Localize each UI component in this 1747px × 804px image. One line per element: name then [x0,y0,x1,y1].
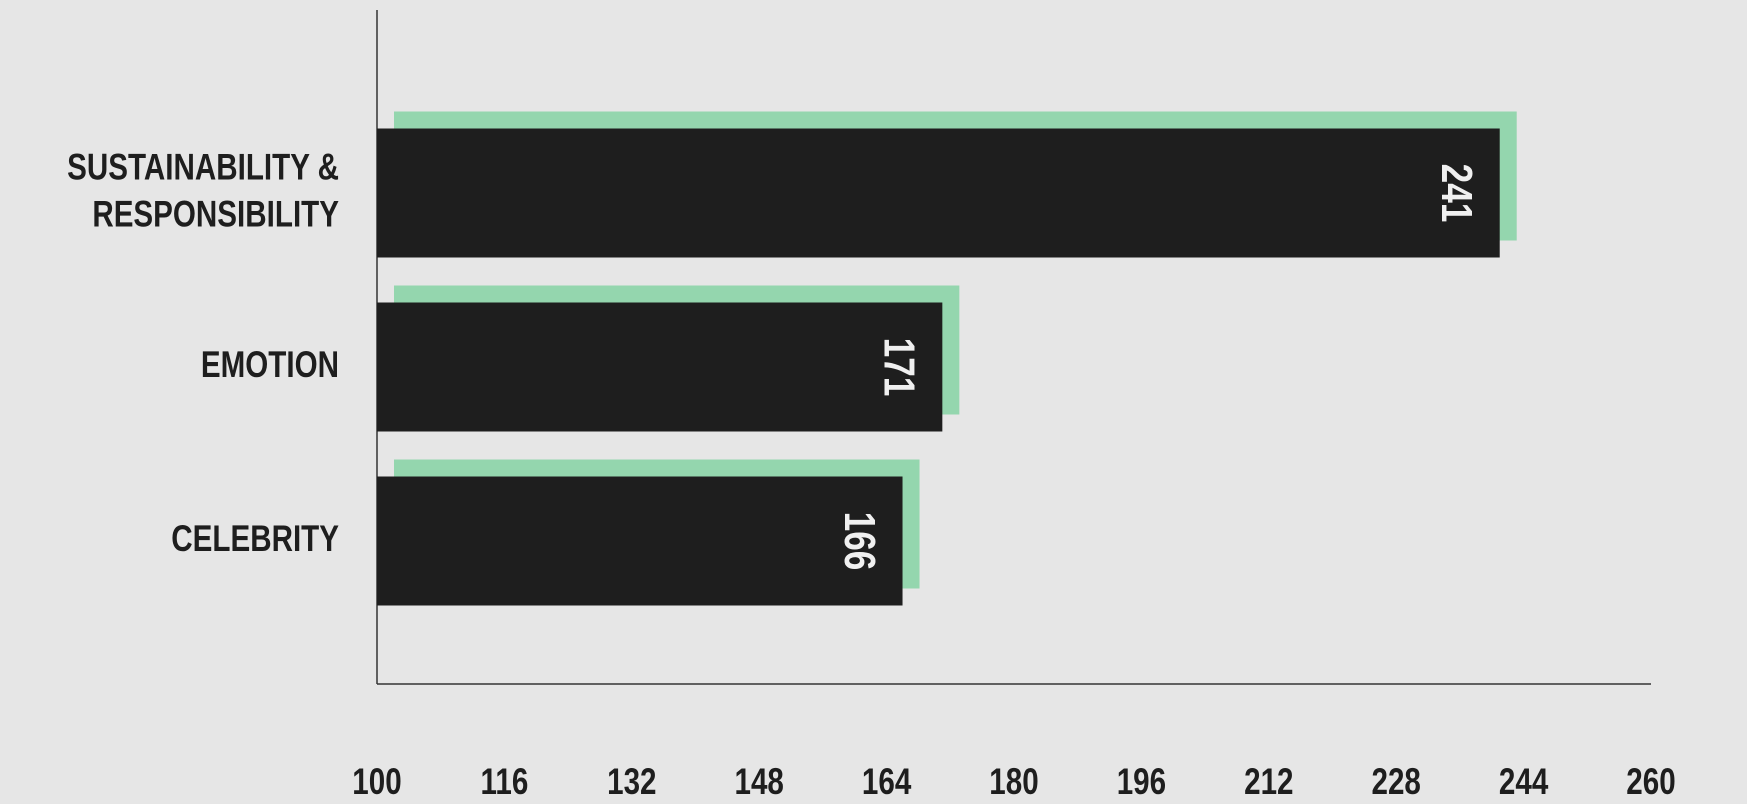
x-tick: 260 [1626,762,1675,803]
x-tick: 100 [352,762,401,803]
y-tick-label: EMOTION [201,345,339,386]
x-tick-label: 260 [1626,762,1675,803]
x-tick: 196 [1117,762,1166,803]
y-tick-label-group: CELEBRITY [171,519,339,560]
value-label-group: 241 [1432,164,1481,223]
value-label-group: 166 [835,512,884,571]
value-label-group: 171 [875,338,924,397]
x-tick: 148 [735,762,784,803]
x-tick-label: 164 [862,762,912,803]
value-label: 171 [875,338,924,397]
y-tick-label: CELEBRITY [171,519,339,560]
x-tick: 180 [989,762,1038,803]
x-tick-label: 196 [1117,762,1166,803]
x-tick-label: 228 [1372,762,1421,803]
x-tick-label: 180 [989,762,1038,803]
x-tick: 132 [607,762,656,803]
x-tick-label: 212 [1244,762,1293,803]
x-tick: 244 [1499,762,1549,803]
x-tick: 212 [1244,762,1293,803]
y-tick-label-group: EMOTION [201,345,339,386]
x-tick-label: 148 [735,762,784,803]
y-tick-label-group: SUSTAINABILITY & RESPONSIBILITY [67,147,339,235]
x-tick-label: 100 [352,762,401,803]
x-tick: 228 [1372,762,1421,803]
y-tick-label: SUSTAINABILITY & RESPONSIBILITY [67,147,339,235]
bar [377,302,943,432]
x-tick-label: 244 [1499,762,1549,803]
value-label: 241 [1432,164,1481,223]
x-tick-label: 132 [607,762,656,803]
value-label: 166 [835,512,884,571]
x-tick: 164 [862,762,912,803]
x-tick: 116 [481,762,529,803]
bar [377,128,1500,258]
x-tick-label: 116 [481,762,529,803]
bar [377,476,903,606]
